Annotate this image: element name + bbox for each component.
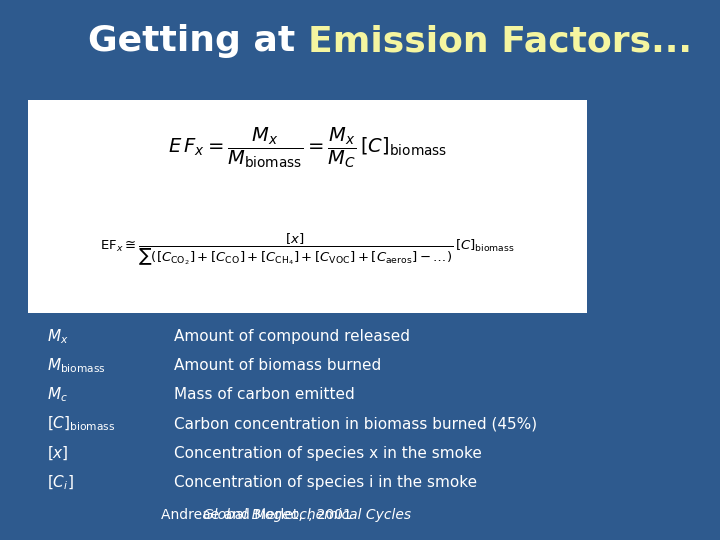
Text: Global Biogeochemical Cycles: Global Biogeochemical Cycles [204, 508, 412, 522]
Text: $E\,F_x = \dfrac{M_x}{M_{\mathrm{biomass}}} = \dfrac{M_x}{M_C}\,[C]_{\mathrm{bio: $E\,F_x = \dfrac{M_x}{M_{\mathrm{biomass… [168, 125, 447, 170]
Text: Amount of biomass burned: Amount of biomass burned [174, 358, 382, 373]
Text: Concentration of species x in the smoke: Concentration of species x in the smoke [174, 446, 482, 461]
Text: Mass of carbon emitted: Mass of carbon emitted [174, 387, 355, 402]
Text: $[x]$: $[x]$ [47, 445, 68, 462]
Text: Andreae and Merlet,: Andreae and Merlet, [161, 508, 307, 522]
Text: $M_x$: $M_x$ [47, 327, 68, 346]
Text: $[C_i]$: $[C_i]$ [47, 474, 73, 492]
FancyBboxPatch shape [28, 100, 587, 313]
Text: , 2001: , 2001 [307, 508, 351, 522]
Text: $[C]_{\mathrm{biomass}}$: $[C]_{\mathrm{biomass}}$ [47, 415, 115, 434]
Text: Emission Factors...: Emission Factors... [307, 24, 691, 58]
Text: $\mathrm{EF}_x \cong \dfrac{[x]}{\sum([C_{\mathrm{CO_2}}]+[C_{\mathrm{CO}}]+[C_{: $\mathrm{EF}_x \cong \dfrac{[x]}{\sum([C… [100, 231, 515, 267]
Text: Concentration of species i in the smoke: Concentration of species i in the smoke [174, 475, 477, 490]
Text: Getting at: Getting at [88, 24, 307, 58]
Text: Carbon concentration in biomass burned (45%): Carbon concentration in biomass burned (… [174, 417, 537, 431]
Text: $M_{\mathrm{biomass}}$: $M_{\mathrm{biomass}}$ [47, 356, 106, 375]
Text: $M_c$: $M_c$ [47, 386, 68, 404]
Text: Amount of compound released: Amount of compound released [174, 329, 410, 344]
